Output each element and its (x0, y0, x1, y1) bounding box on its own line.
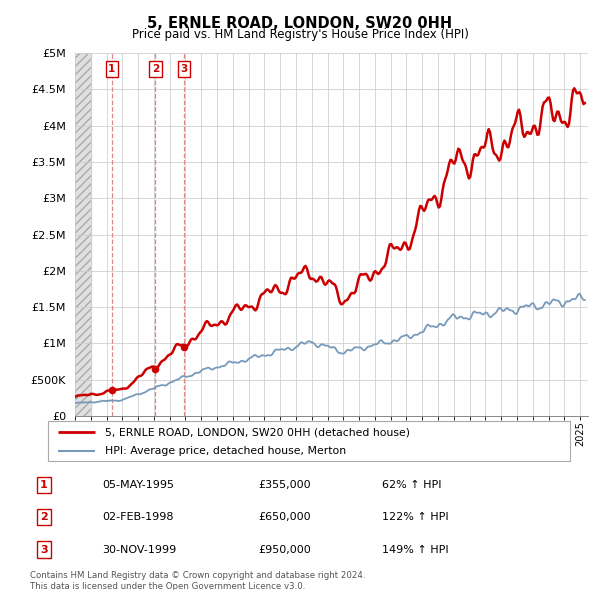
Text: 30-NOV-1999: 30-NOV-1999 (103, 545, 177, 555)
Text: £950,000: £950,000 (259, 545, 311, 555)
Text: 2: 2 (40, 512, 48, 522)
Text: 3: 3 (40, 545, 48, 555)
Text: Price paid vs. HM Land Registry's House Price Index (HPI): Price paid vs. HM Land Registry's House … (131, 28, 469, 41)
Text: 1: 1 (40, 480, 48, 490)
Text: £355,000: £355,000 (259, 480, 311, 490)
Bar (75, 53, 91, 416)
Text: 3: 3 (181, 64, 188, 74)
Text: HPI: Average price, detached house, Merton: HPI: Average price, detached house, Mert… (106, 445, 347, 455)
Text: 5, ERNLE ROAD, LONDON, SW20 0HH: 5, ERNLE ROAD, LONDON, SW20 0HH (148, 16, 452, 31)
Text: 62% ↑ HPI: 62% ↑ HPI (382, 480, 441, 490)
Text: 1: 1 (109, 64, 116, 74)
Text: 2: 2 (152, 64, 159, 74)
Text: 122% ↑ HPI: 122% ↑ HPI (382, 512, 448, 522)
Text: Contains HM Land Registry data © Crown copyright and database right 2024.
This d: Contains HM Land Registry data © Crown c… (30, 571, 365, 590)
Text: 02-FEB-1998: 02-FEB-1998 (103, 512, 174, 522)
Text: £650,000: £650,000 (259, 512, 311, 522)
Text: 05-MAY-1995: 05-MAY-1995 (103, 480, 175, 490)
Text: 5, ERNLE ROAD, LONDON, SW20 0HH (detached house): 5, ERNLE ROAD, LONDON, SW20 0HH (detache… (106, 427, 410, 437)
Text: 149% ↑ HPI: 149% ↑ HPI (382, 545, 448, 555)
Bar (75, 53, 91, 416)
